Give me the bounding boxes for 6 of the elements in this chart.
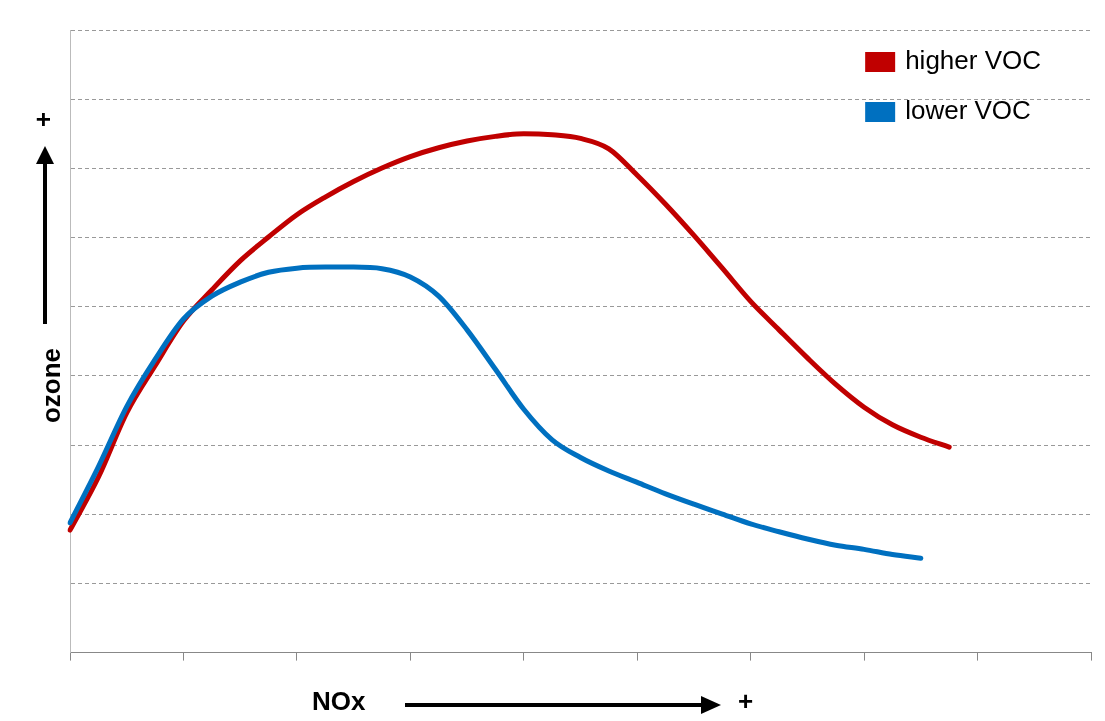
legend-label: lower VOC: [905, 95, 1031, 126]
y-axis-title: ozone: [35, 346, 67, 426]
text: +: [28, 111, 60, 128]
text: +: [738, 686, 754, 717]
legend-label: higher VOC: [905, 45, 1041, 76]
x-axis-title: NOx: [312, 686, 366, 717]
